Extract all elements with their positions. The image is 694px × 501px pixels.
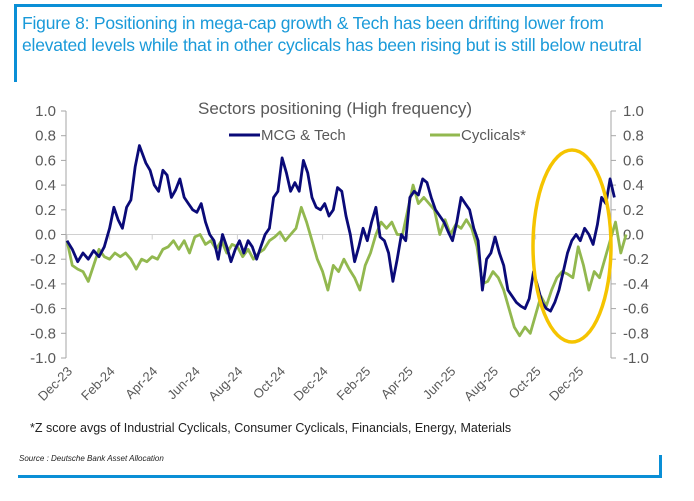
x-tick-label: Aug-24 bbox=[205, 364, 245, 404]
y-tick-label-right: 0.6 bbox=[623, 152, 644, 169]
y-tick-label-left: -0.4 bbox=[30, 276, 56, 293]
x-tick-label: Apr-24 bbox=[122, 364, 160, 402]
legend-label-mcg-tech: MCG & Tech bbox=[261, 127, 346, 144]
series-line-cyclicals bbox=[65, 183, 628, 338]
y-tick-label-left: 0.4 bbox=[35, 177, 56, 194]
y-tick-label-right: -0.4 bbox=[623, 276, 649, 293]
y-tick-label-right: -0.6 bbox=[623, 301, 649, 318]
y-tick-label-right: -0.8 bbox=[623, 325, 649, 342]
y-tick-label-left: 0.6 bbox=[35, 152, 56, 169]
y-tick-label-left: -0.8 bbox=[30, 325, 56, 342]
x-tick-label: Oct-24 bbox=[250, 364, 288, 402]
series-lines bbox=[65, 144, 628, 338]
chart-title: Sectors positioning (High frequency) bbox=[198, 99, 472, 118]
y-tick-label-left: 1.0 bbox=[35, 103, 56, 120]
y-tick-label-left: -0.6 bbox=[30, 301, 56, 318]
x-tick-label: Dec-23 bbox=[35, 364, 75, 404]
x-tick-label: Feb-25 bbox=[334, 364, 374, 404]
series-line-mcg-tech bbox=[65, 144, 616, 313]
y-tick-label-left: -0.2 bbox=[30, 251, 56, 268]
y-tick-label-right: 0.4 bbox=[623, 177, 644, 194]
legend: MCG & Tech Cyclicals* bbox=[229, 127, 526, 144]
source-note: Source : Deutsche Bank Asset Allocation bbox=[19, 454, 164, 463]
x-tick-label: Jun-25 bbox=[420, 364, 459, 403]
y-tick-label-left: -1.0 bbox=[30, 350, 56, 367]
x-tick-label: Oct-25 bbox=[506, 364, 544, 402]
x-tick-label: Aug-25 bbox=[461, 364, 501, 404]
footnote: *Z score avgs of Industrial Cyclicals, C… bbox=[30, 421, 512, 435]
figure-frame-left bbox=[14, 4, 17, 82]
y-tick-label-left: 0.8 bbox=[35, 128, 56, 145]
y-tick-label-right: 0.0 bbox=[623, 227, 644, 244]
x-tick-label: Dec-25 bbox=[546, 364, 586, 404]
y-tick-label-right: 0.2 bbox=[623, 202, 644, 219]
y-tick-label-right: 1.0 bbox=[623, 103, 644, 120]
x-tick-label: Dec-24 bbox=[290, 364, 330, 404]
y-tick-label-left: 0.2 bbox=[35, 202, 56, 219]
y-tick-label-left: 0.0 bbox=[35, 227, 56, 244]
x-tick-label: Jun-24 bbox=[164, 364, 203, 403]
highlight-ellipse bbox=[531, 148, 613, 344]
y-tick-label-right: -0.2 bbox=[623, 251, 649, 268]
y-tick-label-right: 0.8 bbox=[623, 128, 644, 145]
figure-frame-bottom bbox=[18, 475, 662, 478]
x-tick-label: Apr-25 bbox=[378, 364, 416, 402]
legend-label-cyclicals: Cyclicals* bbox=[461, 127, 526, 144]
figure-title: Figure 8: Positioning in mega-cap growth… bbox=[22, 13, 642, 55]
figure-frame-right bbox=[659, 455, 662, 477]
figure-frame-top bbox=[14, 4, 662, 7]
x-tick-label: Feb-24 bbox=[78, 364, 118, 404]
y-tick-label-right: -1.0 bbox=[623, 350, 649, 367]
